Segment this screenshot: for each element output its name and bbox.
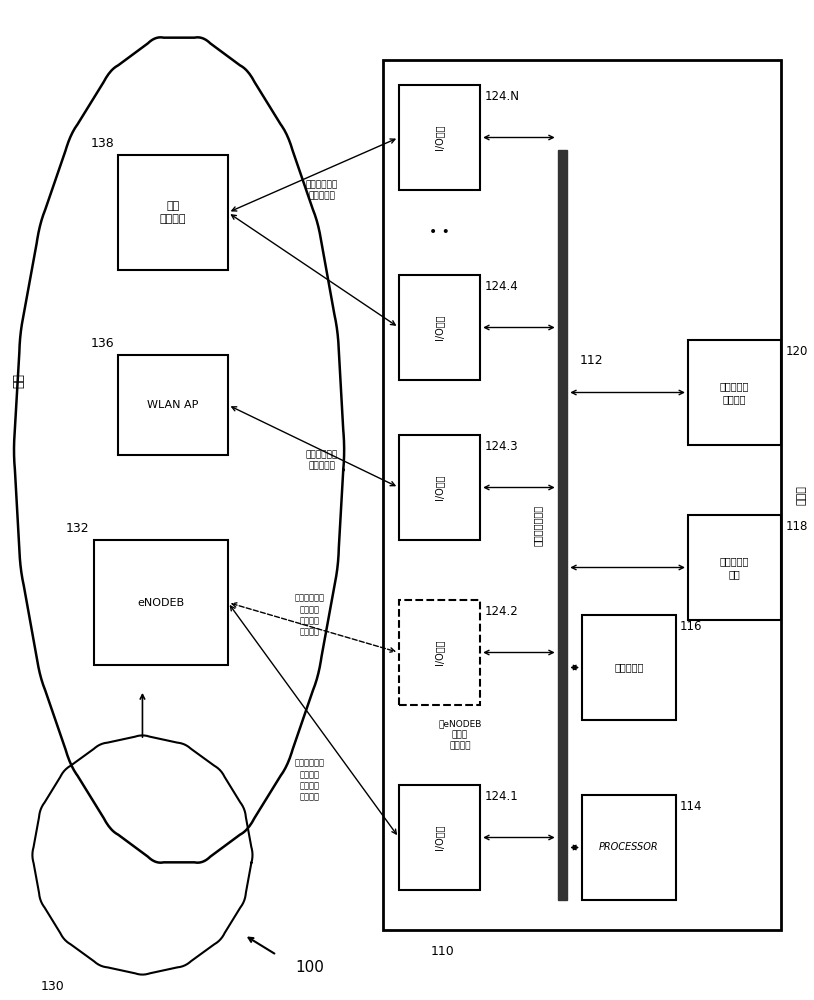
Text: 132: 132 [66, 522, 90, 535]
Text: 118: 118 [786, 520, 807, 533]
Bar [94, 540, 228, 665]
Bar [399, 85, 480, 190]
Text: 138: 138 [90, 137, 114, 150]
Text: eNODEB: eNODEB [138, 597, 184, 607]
Text: 124.2: 124.2 [484, 605, 518, 618]
Bar [688, 515, 781, 620]
Bar [399, 600, 480, 705]
Text: 114: 114 [680, 800, 702, 813]
Text: 主机路由器
存储装置: 主机路由器 存储装置 [720, 381, 750, 404]
Text: 124.1: 124.1 [484, 790, 518, 803]
Text: 124.N: 124.N [484, 90, 519, 103]
Text: （一个或多个
蜂窝链路
（蜂窝一
链路））: （一个或多个 蜂窝链路 （蜂窝一 链路）） [295, 594, 324, 636]
Bar [399, 435, 480, 540]
Text: 有线
网络节点: 有线 网络节点 [160, 201, 186, 224]
Text: 由eNODEB
辨识为
用户设备: 由eNODEB 辨识为 用户设备 [438, 719, 482, 751]
Text: （一个或多个
无线链路）: （一个或多个 无线链路） [305, 450, 338, 470]
Text: （一个或多个
蜂窝链路
（蜂窝一
链路））: （一个或多个 蜂窝链路 （蜂窝一 链路）） [295, 759, 324, 801]
Text: I/O接口: I/O接口 [435, 640, 444, 665]
Text: 130: 130 [41, 980, 64, 993]
Text: 120: 120 [786, 345, 807, 358]
Text: 网络: 网络 [12, 372, 25, 387]
Text: 124.3: 124.3 [484, 440, 518, 453]
Text: 主机路由器互连: 主机路由器互连 [532, 504, 542, 546]
Text: 路由器: 路由器 [797, 485, 807, 505]
Bar [582, 615, 676, 720]
Bar [558, 150, 567, 900]
Bar [582, 795, 676, 900]
Text: WLAN AP: WLAN AP [147, 400, 199, 410]
Text: 116: 116 [680, 620, 702, 633]
Text: 136: 136 [90, 337, 114, 350]
Bar [688, 340, 781, 445]
Text: （一个或多个
有线链路）: （一个或多个 有线链路） [305, 180, 338, 200]
Text: 110: 110 [431, 945, 454, 958]
Text: • •: • • [429, 225, 450, 239]
Text: 主机路由器
逻辑: 主机路由器 逻辑 [720, 556, 750, 579]
Bar [383, 60, 781, 930]
Text: I/O接口: I/O接口 [435, 475, 444, 500]
Bar [118, 155, 228, 270]
Text: 124.4: 124.4 [484, 280, 518, 293]
Bar [118, 355, 228, 455]
Text: I/O接口: I/O接口 [435, 825, 444, 850]
Bar [399, 785, 480, 890]
Text: I/O接口: I/O接口 [435, 315, 444, 340]
Text: PROCESSOR: PROCESSOR [599, 842, 659, 852]
Text: 100: 100 [295, 960, 324, 975]
Text: 112: 112 [580, 354, 603, 366]
Text: 存储器元件: 存储器元件 [614, 662, 644, 672]
Bar [399, 275, 480, 380]
Text: I/O接口: I/O接口 [435, 125, 444, 150]
